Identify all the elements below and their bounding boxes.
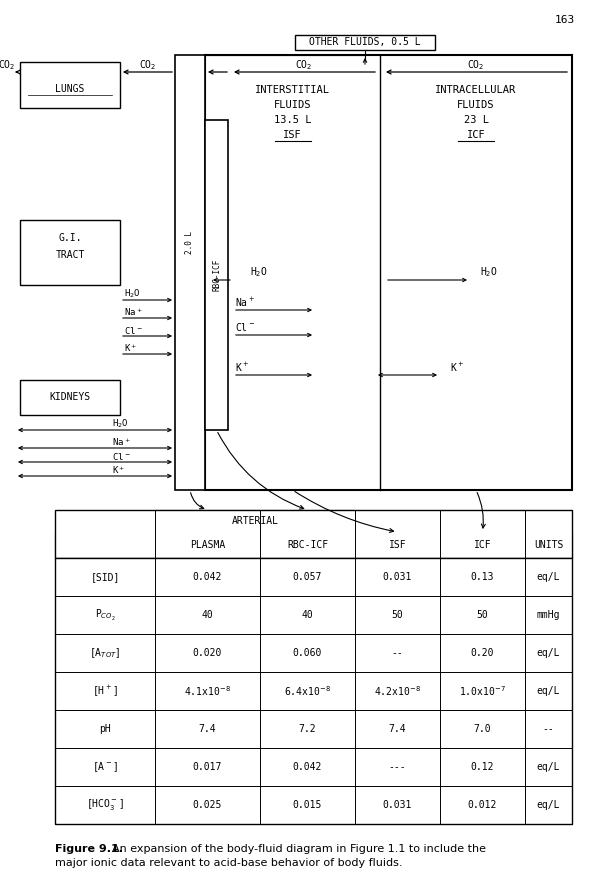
Text: An expansion of the body-fluid diagram in Figure 1.1 to include the: An expansion of the body-fluid diagram i…: [112, 844, 486, 854]
Text: PLASMA: PLASMA: [190, 540, 225, 550]
Text: G.I.: G.I.: [58, 233, 82, 243]
Text: 0.012: 0.012: [468, 800, 497, 810]
Text: K$^+$: K$^+$: [450, 360, 464, 374]
Text: H$_2$O: H$_2$O: [124, 287, 140, 300]
Text: 23 L: 23 L: [464, 115, 488, 125]
Bar: [205, 120, 228, 430]
Text: 163: 163: [555, 15, 575, 25]
Text: Cl$^-$: Cl$^-$: [235, 321, 255, 333]
Text: K$^+$: K$^+$: [112, 465, 125, 476]
Text: ICF: ICF: [467, 130, 485, 140]
Text: 0.13: 0.13: [471, 572, 494, 582]
Text: eq/L: eq/L: [537, 572, 560, 582]
Text: 40: 40: [302, 610, 313, 620]
Bar: [20, 62, 120, 108]
Text: eq/L: eq/L: [537, 762, 560, 772]
Text: 13.5 L: 13.5 L: [274, 115, 311, 125]
Text: CO$_2$: CO$_2$: [295, 58, 313, 72]
Text: TRACT: TRACT: [55, 250, 85, 260]
Text: 0.060: 0.060: [293, 648, 322, 658]
Text: OTHER FLUIDS, 0.5 L: OTHER FLUIDS, 0.5 L: [309, 37, 421, 47]
Text: 7.4: 7.4: [389, 724, 406, 734]
Text: 0.042: 0.042: [293, 762, 322, 772]
Text: ISF: ISF: [283, 130, 302, 140]
Text: [SID]: [SID]: [91, 572, 119, 582]
Text: [H$^+$]: [H$^+$]: [92, 684, 118, 699]
Text: 6.4x10$^{-8}$: 6.4x10$^{-8}$: [284, 684, 331, 698]
Text: 0.025: 0.025: [193, 800, 222, 810]
Text: P$_{CO_2}$: P$_{CO_2}$: [95, 608, 115, 622]
Text: ---: ---: [389, 762, 406, 772]
Text: RBC-ICF: RBC-ICF: [287, 540, 328, 550]
Text: 0.057: 0.057: [293, 572, 322, 582]
Text: K$^+$: K$^+$: [235, 360, 249, 374]
Text: 50: 50: [476, 610, 488, 620]
Text: 0.015: 0.015: [293, 800, 322, 810]
Bar: [20, 380, 120, 415]
Text: 0.017: 0.017: [193, 762, 222, 772]
Bar: [55, 510, 572, 558]
Text: CO$_2$: CO$_2$: [0, 58, 15, 72]
Text: --: --: [542, 724, 554, 734]
Bar: [175, 55, 205, 490]
Text: ARTERIAL: ARTERIAL: [232, 516, 278, 526]
Text: [A$^-$]: [A$^-$]: [92, 760, 118, 774]
Text: FLUIDS: FLUIDS: [457, 100, 495, 110]
Text: ICF: ICF: [473, 540, 491, 550]
Text: 0.20: 0.20: [471, 648, 494, 658]
Bar: [55, 532, 572, 558]
Text: Na$^+$: Na$^+$: [112, 436, 131, 448]
Text: 50: 50: [392, 610, 403, 620]
Bar: [55, 558, 572, 824]
Text: mmHg: mmHg: [537, 610, 560, 620]
Text: H$_2$O: H$_2$O: [112, 417, 128, 430]
Text: pH: pH: [99, 724, 111, 734]
Text: INTERSTITIAL: INTERSTITIAL: [255, 85, 330, 95]
Text: CO$_2$: CO$_2$: [139, 58, 156, 72]
Text: H$_2$O: H$_2$O: [250, 265, 268, 279]
Text: Cl$^-$: Cl$^-$: [112, 450, 131, 462]
Text: eq/L: eq/L: [537, 686, 560, 696]
Bar: [295, 35, 435, 50]
Text: Na$^+$: Na$^+$: [235, 295, 255, 309]
Text: CO$_2$: CO$_2$: [467, 58, 485, 72]
Text: Figure 9.1.: Figure 9.1.: [55, 844, 123, 854]
Text: LUNGS: LUNGS: [55, 84, 85, 94]
Text: [A$_{TOT}$]: [A$_{TOT}$]: [89, 646, 121, 659]
Text: INTRACELLULAR: INTRACELLULAR: [436, 85, 517, 95]
Text: 0.042: 0.042: [193, 572, 222, 582]
Text: 7.2: 7.2: [299, 724, 316, 734]
Text: [HCO$_3^-$]: [HCO$_3^-$]: [86, 797, 124, 813]
Text: H$_2$O: H$_2$O: [480, 265, 498, 279]
Text: 4.2x10$^{-8}$: 4.2x10$^{-8}$: [374, 684, 421, 698]
Text: Cl$^-$: Cl$^-$: [124, 325, 143, 336]
Text: 0.12: 0.12: [471, 762, 494, 772]
Bar: [20, 220, 120, 285]
Text: 40: 40: [202, 610, 214, 620]
Text: FLUIDS: FLUIDS: [274, 100, 311, 110]
Text: 7.0: 7.0: [473, 724, 491, 734]
Text: 0.031: 0.031: [383, 572, 412, 582]
Text: 7.4: 7.4: [199, 724, 217, 734]
Text: eq/L: eq/L: [537, 648, 560, 658]
Text: RBC-ICF: RBC-ICF: [212, 259, 221, 291]
Text: 4.1x10$^{-8}$: 4.1x10$^{-8}$: [184, 684, 231, 698]
Text: eq/L: eq/L: [537, 800, 560, 810]
Text: major ionic data relevant to acid-base behavior of body fluids.: major ionic data relevant to acid-base b…: [55, 858, 403, 868]
Bar: [155, 510, 355, 532]
Text: K$^+$: K$^+$: [124, 342, 137, 354]
Text: 2.0 L: 2.0 L: [185, 231, 194, 254]
Text: KIDNEYS: KIDNEYS: [49, 392, 91, 402]
Text: ISF: ISF: [389, 540, 406, 550]
Text: Na$^+$: Na$^+$: [124, 306, 143, 318]
Text: --: --: [392, 648, 403, 658]
Text: 1.0x10$^{-7}$: 1.0x10$^{-7}$: [459, 684, 506, 698]
Text: 0.031: 0.031: [383, 800, 412, 810]
Text: UNITS: UNITS: [534, 540, 563, 550]
Text: 0.020: 0.020: [193, 648, 222, 658]
Bar: [205, 55, 572, 490]
